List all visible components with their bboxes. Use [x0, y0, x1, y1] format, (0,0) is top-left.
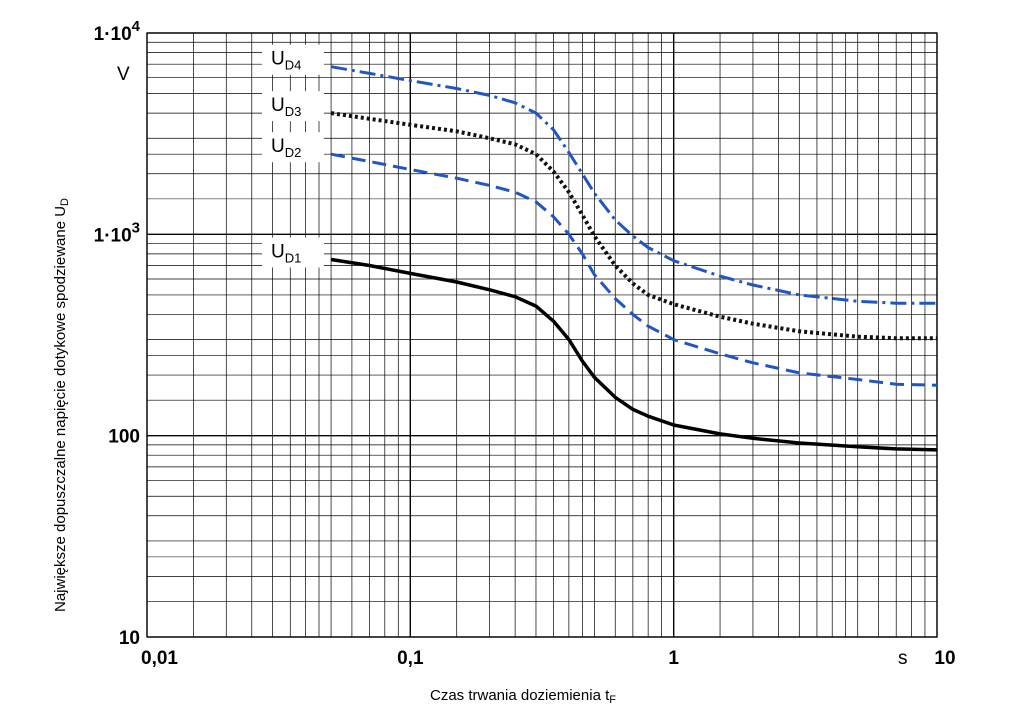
series-layer [330, 65, 938, 452]
y-tick-base: 1·10 [94, 225, 132, 246]
y-tick-label: 1·103 [94, 219, 140, 246]
x-unit-label: s [898, 648, 908, 669]
series-label-d4: UD4 [271, 49, 301, 73]
series-label-d2: UD2 [271, 136, 301, 160]
series-label-background [262, 132, 324, 163]
series-label-background [262, 44, 324, 75]
x-tick-label: 10 [934, 648, 955, 669]
series-label-sub: D3 [285, 104, 302, 119]
y-axis-label-sub: D [59, 198, 71, 206]
series-label-main: U [271, 49, 285, 70]
series-line-d3 [330, 111, 937, 341]
x-tick-label: 0,01 [141, 648, 178, 669]
y-tick-label: 1·104 [94, 18, 141, 45]
series-label-sub: D2 [285, 145, 302, 160]
x-axis-label-sub: F [609, 694, 616, 706]
x-tick-label: 1 [668, 648, 679, 669]
y-axis-label: Największe dopuszczalne napięcie dotykow… [52, 198, 71, 612]
series-line-d4 [330, 65, 937, 305]
series-label-sub: D1 [285, 250, 302, 265]
series-line-d2 [330, 152, 938, 387]
series-label-main: U [271, 241, 285, 262]
series-label-background [262, 237, 324, 268]
y-axis-label-text: Największe dopuszczalne napięcie dotykow… [52, 206, 69, 612]
y-tick-label: 10 [119, 628, 140, 649]
x-axis-label: Czas trwania doziemienia tF [430, 687, 616, 706]
y-tick-base: 100 [108, 427, 140, 448]
series-line-d1 [330, 257, 938, 452]
x-axis-label-text: Czas trwania doziemienia t [430, 687, 610, 704]
y-tick-base: 1·10 [94, 24, 132, 45]
y-tick-label: 100 [108, 427, 140, 448]
series-label-sub: D4 [285, 58, 302, 73]
legend-label-backgrounds [262, 44, 324, 268]
series-label-main: U [271, 136, 285, 157]
y-tick-exponent: 3 [132, 219, 140, 236]
x-tick-label: 0,1 [397, 648, 424, 669]
y-tick-base: 10 [119, 628, 140, 649]
y-tick-exponent: 4 [132, 18, 141, 35]
series-label-d1: UD1 [271, 241, 301, 265]
series-label-background [262, 91, 324, 122]
y-unit-label: V [117, 64, 130, 85]
series-label-main: U [271, 95, 285, 116]
series-label-d3: UD3 [271, 95, 301, 119]
